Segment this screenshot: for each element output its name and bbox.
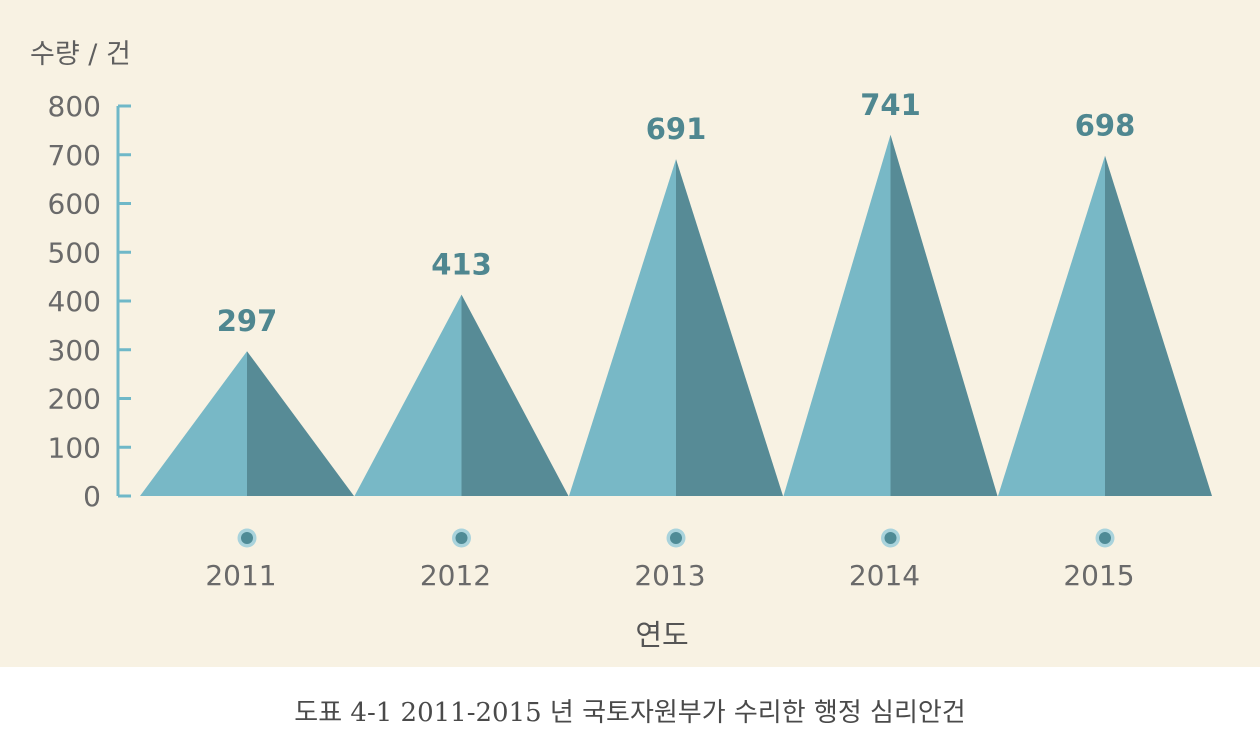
bar-2012-right-face xyxy=(461,294,569,496)
value-label: 691 xyxy=(646,112,707,146)
bar-2012-left-face xyxy=(354,294,462,496)
y-tick-label: 400 xyxy=(48,285,101,318)
y-tick-label: 0 xyxy=(83,480,101,513)
x-tick-label: 2015 xyxy=(1063,559,1134,592)
y-tick-label: 300 xyxy=(48,334,101,367)
bar-2011-left-face xyxy=(140,351,247,496)
pyramid-bar-chart: 수량 / 건 0 100 200 300 400 500 600 700 800 297 413 6… xyxy=(30,39,1212,652)
bar-2014-left-face xyxy=(783,134,891,496)
x-axis-labels: 2011 2012 2013 2014 2015 xyxy=(205,528,1135,592)
y-tick-label: 800 xyxy=(48,90,101,123)
bar-2013-right-face xyxy=(676,159,783,496)
x-tick-label: 2012 xyxy=(420,559,491,592)
y-axis-title: 수량 / 건 xyxy=(30,39,131,70)
y-tick-label: 100 xyxy=(48,431,101,464)
x-tick-label: 2013 xyxy=(634,559,705,592)
y-tick-label: 200 xyxy=(48,383,101,416)
year-marker-dot xyxy=(1099,532,1111,544)
year-marker-dot xyxy=(455,532,468,544)
y-tick-label: 500 xyxy=(48,236,101,269)
figure-caption: 도표 4-1 2011-2015 년 국토자원부가 수리한 행정 심리안건 xyxy=(294,698,966,728)
bar-2015-left-face xyxy=(998,155,1105,496)
bar-2013-left-face xyxy=(569,159,676,496)
bars-group: 297 413 691 741 698 xyxy=(140,88,1212,496)
value-label: 413 xyxy=(431,248,492,282)
bar-2011-right-face xyxy=(247,351,354,496)
value-label: 741 xyxy=(860,88,921,122)
year-marker-dot xyxy=(241,532,253,544)
year-marker-dot xyxy=(670,532,682,544)
bar-2015-right-face xyxy=(1105,155,1212,496)
chart-panel: 수량 / 건 0 100 200 300 400 500 600 700 800 297 413 6… xyxy=(0,0,1260,667)
y-tick-label: 700 xyxy=(48,139,101,172)
y-tick-label: 600 xyxy=(48,188,101,221)
value-label: 297 xyxy=(217,304,278,338)
x-axis-title: 연도 xyxy=(635,618,688,652)
x-tick-label: 2011 xyxy=(205,559,276,592)
value-label: 698 xyxy=(1075,109,1136,143)
bar-2014-right-face xyxy=(890,134,998,496)
x-tick-label: 2014 xyxy=(849,559,920,592)
y-axis-ticks: 0 100 200 300 400 500 600 700 800 xyxy=(48,90,131,513)
year-marker-dot xyxy=(884,532,897,544)
